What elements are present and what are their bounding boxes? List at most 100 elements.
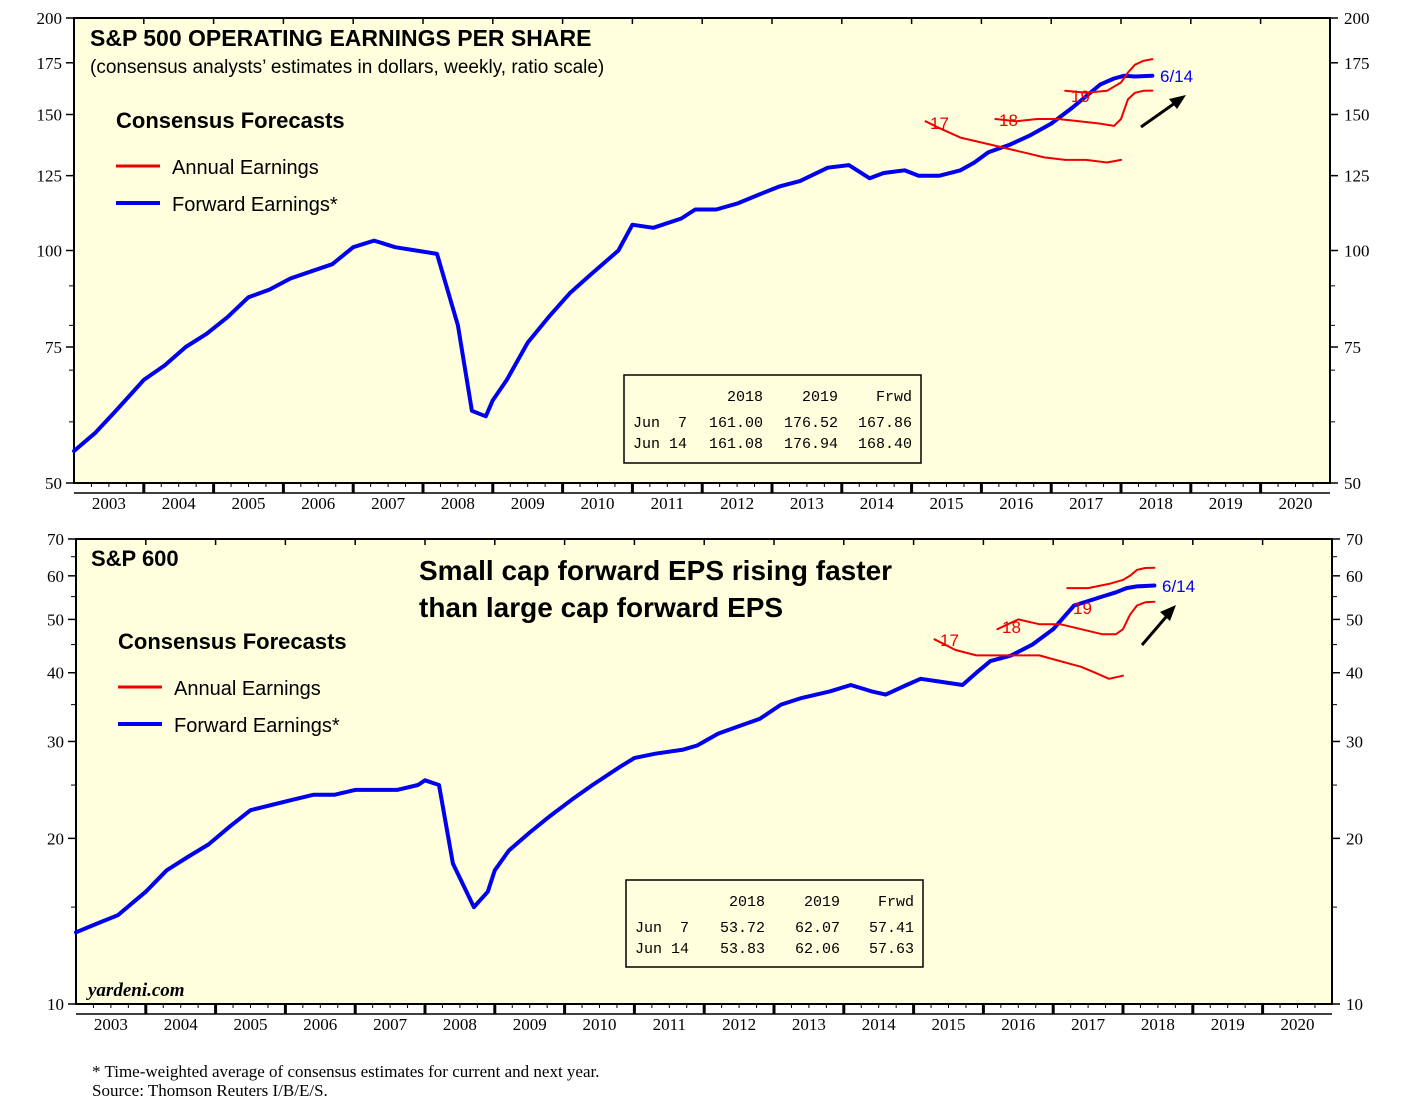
sp500-legend-heading: Consensus Forecasts: [116, 108, 345, 133]
x-tick-label: 2017: [1069, 494, 1104, 513]
sp500-y-axis: 50 50 75 75 100 100 125 125 150 150 175 175 200 200: [37, 9, 1370, 493]
sp500-data-table: 2018 2019 Frwd Jun 7 161.00 176.52 167.8…: [623, 374, 922, 464]
sp500-series: [72, 58, 1155, 453]
annual-earnings-line-2018: [994, 89, 1154, 127]
x-tick-label: 2008: [443, 1015, 477, 1034]
y-tick-label-left: 60: [47, 567, 64, 586]
sp500-table-r2c0: Jun 14: [633, 436, 687, 453]
sp600-x-axis: 2003 2004 2005 2006 2007 2008 2009 2010 2011 2012…: [76, 539, 1332, 1034]
y-tick-label-left: 70: [47, 530, 64, 549]
sp500-table-r1c1: 161.00: [709, 415, 763, 432]
sp500-legend-forward: Forward Earnings*: [172, 194, 338, 216]
x-tick-label: 2008: [441, 494, 475, 513]
y-tick-label-right: 100: [1344, 242, 1370, 261]
sp600-table-r1c1: 53.72: [720, 920, 765, 937]
sp500-table-r2c1: 161.08: [709, 436, 763, 453]
y-tick-label-right: 20: [1346, 829, 1363, 848]
x-tick-label: 2010: [583, 1015, 617, 1034]
sp500-label-19: 19: [1071, 87, 1090, 106]
y-tick-label-right: 30: [1346, 732, 1363, 751]
y-tick-label-right: 50: [1344, 474, 1361, 493]
x-tick-label: 2015: [930, 494, 964, 513]
y-tick-label-left: 30: [47, 732, 64, 751]
x-tick-label: 2012: [720, 494, 754, 513]
sp600-legend-annual: Annual Earnings: [174, 678, 321, 700]
y-tick-label-right: 50: [1346, 610, 1363, 629]
footnote-line1: * Time-weighted average of consensus est…: [92, 1062, 600, 1081]
y-tick-label-left: 150: [37, 105, 63, 124]
y-tick-label-left: 50: [45, 474, 62, 493]
y-tick-label-left: 75: [45, 338, 62, 357]
y-tick-label-right: 150: [1344, 105, 1370, 124]
sp500-subtitle: (consensus analysts’ estimates in dollar…: [90, 57, 604, 78]
sp600-table-r1c2: 62.07: [795, 920, 840, 937]
sp500-table-h3: Frwd: [876, 389, 912, 406]
sp500-label-18: 18: [999, 111, 1018, 130]
x-tick-label: 2013: [792, 1015, 826, 1034]
x-tick-label: 2007: [373, 1015, 408, 1034]
sp600-headline-line2: than large cap forward EPS: [419, 592, 783, 623]
sp500-table-h1: 2018: [727, 389, 763, 406]
y-tick-label-right: 200: [1344, 9, 1370, 28]
x-tick-label: 2016: [999, 494, 1033, 513]
x-tick-label: 2012: [722, 1015, 756, 1034]
sp500-legend-annual: Annual Earnings: [172, 157, 319, 179]
x-tick-label: 2014: [860, 494, 895, 513]
sp500-table-h2: 2019: [802, 389, 838, 406]
x-tick-label: 2005: [234, 1015, 268, 1034]
y-tick-label-left: 100: [37, 242, 63, 261]
y-tick-label-left: 175: [37, 54, 63, 73]
sp600-label-19: 19: [1073, 599, 1092, 618]
x-tick-label: 2009: [513, 1015, 547, 1034]
annual-earnings-line-2017: [933, 638, 1124, 680]
x-tick-label: 2004: [162, 494, 197, 513]
x-tick-label: 2006: [301, 494, 335, 513]
sp500-table-r1c2: 176.52: [784, 415, 838, 432]
sp500-table-r1c3: 167.86: [858, 415, 912, 432]
sp600-headline-line1: Small cap forward EPS rising faster: [419, 555, 892, 586]
x-tick-label: 2003: [94, 1015, 128, 1034]
x-tick-label: 2018: [1139, 494, 1173, 513]
sp600-series: [74, 566, 1157, 935]
y-tick-label-left: 125: [37, 167, 63, 186]
x-tick-label: 2019: [1209, 494, 1243, 513]
sp600-label-18: 18: [1002, 618, 1021, 637]
annual-earnings-line-2019: [1064, 58, 1154, 94]
y-tick-label-left: 20: [47, 829, 64, 848]
x-tick-label: 2011: [653, 1015, 686, 1034]
sp600-table-h3: Frwd: [878, 894, 914, 911]
sp600-arrow-line: [1140, 616, 1168, 646]
sp500-table-r1c0: Jun 7: [633, 415, 687, 432]
y-tick-label-right: 60: [1346, 567, 1363, 586]
sp600-label-date: 6/14: [1162, 577, 1195, 596]
sp500-table-r2c2: 176.94: [784, 436, 838, 453]
y-tick-label-left: 50: [47, 610, 64, 629]
x-tick-label: 2011: [651, 494, 684, 513]
x-tick-label: 2007: [371, 494, 406, 513]
sp600-table-r1c0: Jun 7: [635, 920, 689, 937]
x-tick-label: 2020: [1281, 1015, 1315, 1034]
sp600-table-r2c2: 62.06: [795, 941, 840, 958]
x-tick-label: 2018: [1141, 1015, 1175, 1034]
sp600-table-r1c3: 57.41: [869, 920, 914, 937]
annual-earnings-line-2019: [1066, 566, 1156, 590]
x-tick-label: 2019: [1211, 1015, 1245, 1034]
y-tick-label-right: 125: [1344, 167, 1370, 186]
sp600-table-h2: 2019: [804, 894, 840, 911]
sp600-label-17: 17: [940, 631, 959, 650]
sp600-legend-heading: Consensus Forecasts: [118, 629, 347, 654]
y-tick-label-right: 70: [1346, 530, 1363, 549]
watermark: yardeni.com: [86, 980, 185, 1001]
sp600-title: S&P 600: [91, 546, 179, 571]
sp600-legend-forward: Forward Earnings*: [174, 715, 340, 737]
sp600-table-r2c0: Jun 14: [635, 941, 689, 958]
sp600-table-r2c3: 57.63: [869, 941, 914, 958]
sp600-table-r2c1: 53.83: [720, 941, 765, 958]
sp500-panel: 50 50 75 75 100 100 125 125 150 150 175 175 200 200 2…: [37, 9, 1370, 513]
sp600-table-h1: 2018: [729, 894, 765, 911]
y-tick-label-left: 200: [37, 9, 63, 28]
x-tick-label: 2005: [232, 494, 266, 513]
sp500-label-17: 17: [930, 114, 949, 133]
sp500-x-axis: 2003 2004 2005 2006 2007 2008 2009 2010 2011 2012…: [74, 18, 1330, 513]
